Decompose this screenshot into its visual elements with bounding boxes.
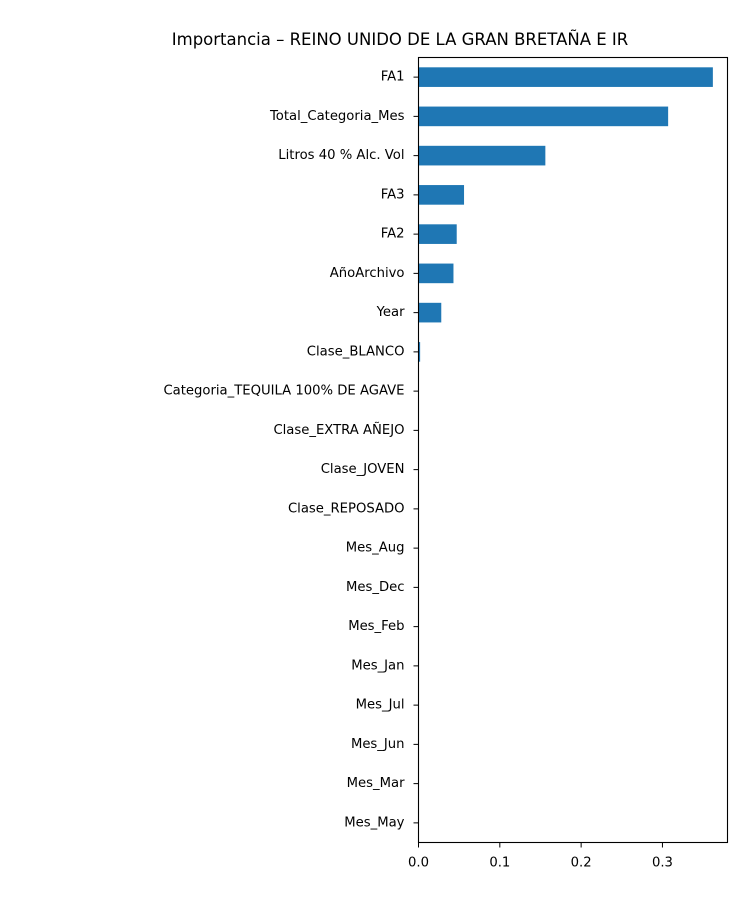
x-tick-label: 0.0 <box>408 856 429 871</box>
y-tick-label: Clase_BLANCO <box>307 344 405 359</box>
y-tick-label: Clase_EXTRA AÑEJO <box>273 421 404 438</box>
bar <box>418 106 669 127</box>
y-tick-label: Litros 40 % Alc. Vol <box>278 148 404 163</box>
y-tick-label: Mes_Jun <box>351 737 405 752</box>
y-tick-label: Mes_Dec <box>346 580 404 595</box>
bar <box>418 185 465 205</box>
x-tick-label: 0.1 <box>489 856 510 871</box>
y-tick-label: Mes_Mar <box>347 776 405 791</box>
x-tick-label: 0.2 <box>571 856 592 871</box>
y-tick-label: AñoArchivo <box>330 266 405 281</box>
y-tick-label: FA3 <box>381 187 405 202</box>
bar <box>418 263 454 284</box>
y-axis-ticks: FA1 Total_Categoria_Mes Litros 40 % Alc. V… <box>163 70 419 830</box>
y-tick-label: Mes_Aug <box>346 541 405 556</box>
y-tick-label: Mes_Feb <box>348 619 404 634</box>
bars-layer <box>418 67 713 362</box>
plot-frame <box>417 56 729 844</box>
bar <box>418 342 421 362</box>
y-tick-label: Clase_REPOSADO <box>288 501 405 516</box>
y-tick-label: Clase_JOVEN <box>321 462 405 477</box>
y-tick-label: Total_Categoria_Mes <box>269 109 405 124</box>
y-tick-label: FA2 <box>381 227 405 242</box>
y-tick-label: Mes_May <box>344 815 404 830</box>
y-tick-label: Year <box>376 305 405 320</box>
bar <box>418 302 442 323</box>
bar <box>418 224 457 244</box>
chart-title: Importancia – REINO UNIDO DE LA GRAN BRE… <box>172 30 629 49</box>
y-tick-label: Mes_Jul <box>356 698 405 713</box>
bar <box>418 67 713 87</box>
y-tick-label: Mes_Jan <box>351 658 404 673</box>
bar <box>418 145 546 166</box>
x-axis-ticks: 0.0 0.1 0.2 0.3 <box>408 842 673 871</box>
x-tick-label: 0.3 <box>652 856 673 871</box>
y-tick-label: Categoria_TEQUILA 100% DE AGAVE <box>163 384 404 399</box>
y-tick-label: FA1 <box>381 70 405 85</box>
